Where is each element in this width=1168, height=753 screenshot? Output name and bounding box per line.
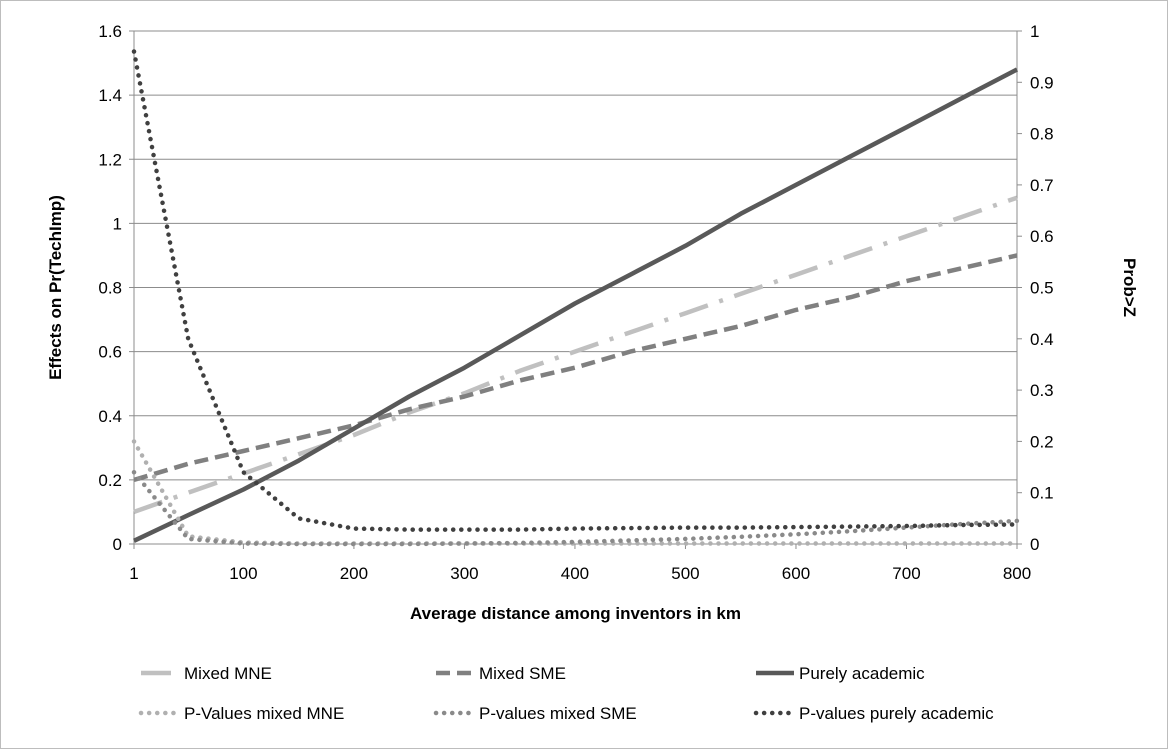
y-tick-label-right: 0.6 — [1030, 227, 1054, 246]
y-tick-label-right: 0.4 — [1030, 330, 1054, 349]
legend-label: P-values purely academic — [799, 704, 994, 723]
y-tick-label-right: 0.7 — [1030, 176, 1054, 195]
legend-label: Mixed SME — [479, 664, 566, 683]
x-tick-label: 100 — [229, 564, 257, 583]
y-tick-label-left: 0.4 — [98, 407, 122, 426]
x-tick-label: 1 — [129, 564, 138, 583]
legend-label: P-values mixed SME — [479, 704, 637, 723]
x-axis-title: Average distance among inventors in km — [410, 604, 741, 623]
x-tick-label: 400 — [561, 564, 589, 583]
series-line-mixed-mne — [133, 195, 1018, 515]
y-tick-label-left: 0 — [113, 535, 122, 554]
y-axis-title-right: Prob>Z — [1120, 258, 1139, 317]
y-tick-label-right: 0.1 — [1030, 484, 1054, 503]
y-tick-label-left: 1.6 — [98, 22, 122, 41]
x-tick-label: 700 — [892, 564, 920, 583]
legend: Mixed MNE Mixed SME Purely academic P-Value… — [138, 664, 994, 723]
y-tick-label-left: 0.6 — [98, 343, 122, 362]
legend-label: P-Values mixed MNE — [184, 704, 344, 723]
gridlines — [134, 30, 1017, 481]
x-tick-label: 800 — [1003, 564, 1031, 583]
y-tick-label-right: 0.8 — [1030, 125, 1054, 144]
y-tick-label-right: 0 — [1030, 535, 1039, 554]
x-tick-label: 200 — [340, 564, 368, 583]
x-tick-label: 600 — [782, 564, 810, 583]
y-tick-label-right: 0.9 — [1030, 73, 1054, 92]
series-line-p-values-mixed-sme — [131, 469, 1020, 547]
series-line-p-values-purely-academic — [131, 49, 1020, 532]
x-tick-label: 500 — [671, 564, 699, 583]
y-tick-label-right: 1 — [1030, 22, 1039, 41]
plot-series — [131, 49, 1020, 547]
y-tick-label-left: 1.2 — [98, 150, 122, 169]
y-axis-title-left: Effects on Pr(TechImp) — [46, 195, 65, 380]
y-tick-label-left: 1 — [113, 214, 122, 233]
y-tick-label-left: 0.2 — [98, 471, 122, 490]
legend-label: Purely academic — [799, 664, 925, 683]
tick-labels: 0 0.2 0.4 0.6 0.8 1 1.2 1.4 1.6 0 0.1 0.2 0.3 0.4 0.5 0… — [98, 22, 1053, 583]
y-tick-label-right: 0.3 — [1030, 381, 1054, 400]
y-tick-label-left: 0.8 — [98, 279, 122, 298]
series-line-purely-academic — [133, 67, 1019, 543]
x-tick-label: 300 — [450, 564, 478, 583]
series-line-mixed-sme — [133, 253, 1018, 483]
legend-label: Mixed MNE — [184, 664, 272, 683]
y-tick-label-right: 0.2 — [1030, 432, 1054, 451]
y-tick-label-right: 0.5 — [1030, 279, 1054, 298]
axes — [129, 30, 1022, 549]
y-tick-label-left: 1.4 — [98, 86, 122, 105]
